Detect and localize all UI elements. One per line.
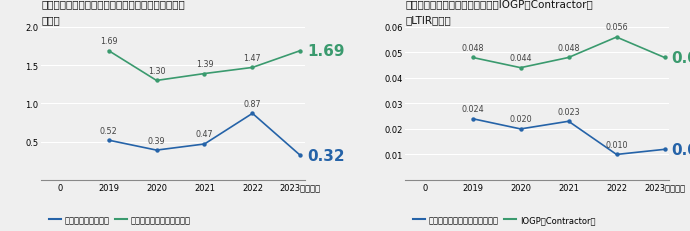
Legend: 日揮グローバルの海外建設現場, IOGP（Contractor）: 日揮グローバルの海外建設現場, IOGP（Contractor） [410, 212, 598, 227]
Point [103, 49, 114, 53]
Point [247, 112, 258, 116]
Text: 1.69: 1.69 [308, 44, 345, 59]
Point [611, 153, 622, 157]
Point [247, 66, 258, 70]
Text: 0.010: 0.010 [605, 140, 628, 149]
Text: 0.012: 0.012 [671, 142, 690, 157]
Text: 0.87: 0.87 [244, 99, 262, 108]
Point [611, 36, 622, 40]
Text: 0.048: 0.048 [558, 44, 580, 53]
Point [467, 117, 478, 121]
Text: のLTIRの比較: のLTIRの比較 [406, 15, 451, 25]
Point [659, 148, 670, 152]
Text: 1.39: 1.39 [196, 60, 213, 69]
Point [295, 49, 306, 53]
Text: 0.044: 0.044 [509, 54, 532, 63]
Text: 日揮グローバルの海外建設現場とIOGP（Contractor）: 日揮グローバルの海外建設現場とIOGP（Contractor） [406, 0, 593, 9]
Text: 日揮の国内建設現場と国内建設業の休業災害度数率: 日揮の国内建設現場と国内建設業の休業災害度数率 [41, 0, 185, 9]
Text: 0.056: 0.056 [605, 23, 628, 32]
Text: 0.023: 0.023 [558, 107, 580, 116]
Text: 0.048: 0.048 [671, 51, 690, 66]
Text: 0.048: 0.048 [462, 44, 484, 53]
Text: 0.32: 0.32 [308, 148, 345, 163]
Text: 1.47: 1.47 [244, 54, 262, 63]
Text: 1.69: 1.69 [100, 37, 117, 46]
Point [151, 149, 162, 152]
Point [295, 154, 306, 158]
Text: 0.52: 0.52 [99, 126, 117, 135]
Text: 0.39: 0.39 [148, 136, 166, 145]
Point [515, 128, 526, 131]
Legend: 日揮の国内建設現場, 国内建設業（総合工事業）: 日揮の国内建設現場, 国内建設業（総合工事業） [46, 212, 194, 227]
Text: 1.30: 1.30 [148, 67, 166, 76]
Point [563, 120, 574, 124]
Point [103, 139, 114, 142]
Point [151, 79, 162, 83]
Point [199, 143, 210, 146]
Point [199, 72, 210, 76]
Text: 0.47: 0.47 [196, 130, 213, 139]
Text: の比較: の比較 [41, 15, 60, 25]
Point [515, 67, 526, 70]
Text: 0.024: 0.024 [462, 105, 484, 114]
Point [467, 56, 478, 60]
Point [563, 56, 574, 60]
Point [659, 56, 670, 60]
Text: 0.020: 0.020 [509, 115, 532, 124]
